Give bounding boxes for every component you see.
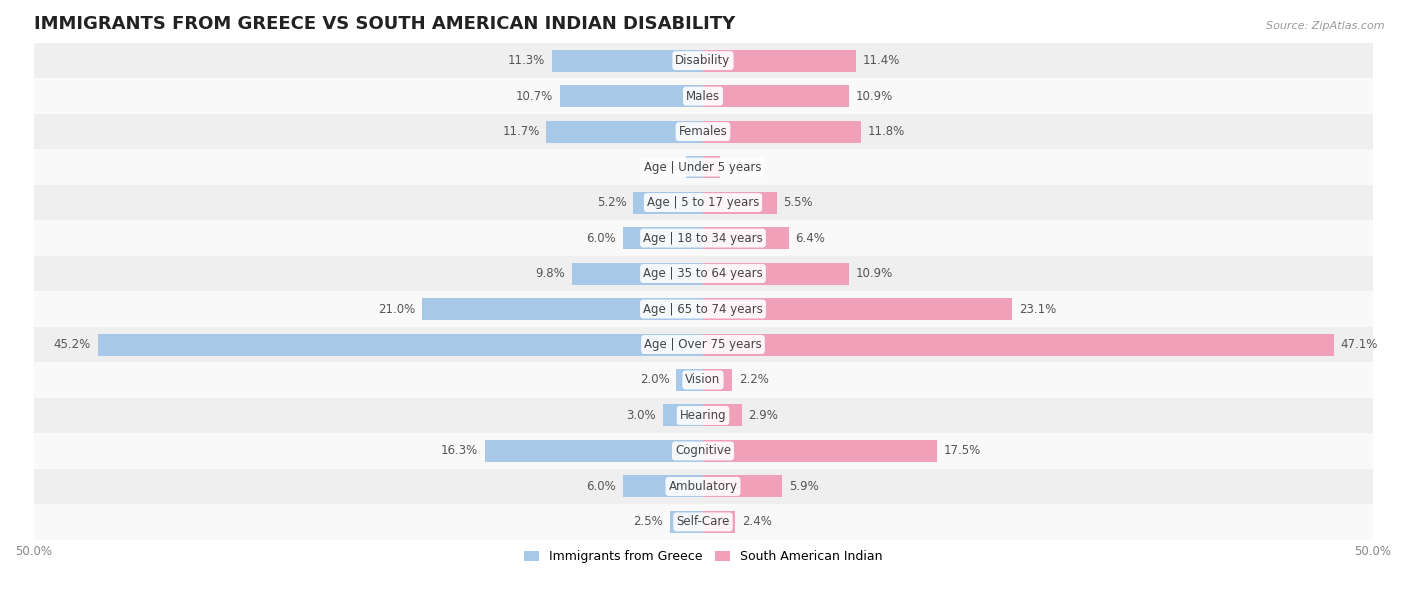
Bar — [623, 476, 703, 498]
Bar — [98, 334, 703, 356]
Bar — [34, 256, 1372, 291]
Text: 2.0%: 2.0% — [640, 373, 669, 387]
Bar — [34, 220, 1372, 256]
Bar — [34, 327, 1372, 362]
Bar — [703, 334, 1334, 356]
Bar — [703, 298, 1012, 320]
Text: 1.3%: 1.3% — [650, 160, 679, 174]
Bar — [34, 362, 1372, 398]
Text: 5.5%: 5.5% — [783, 196, 813, 209]
Text: 10.9%: 10.9% — [856, 89, 893, 103]
Text: 5.2%: 5.2% — [598, 196, 627, 209]
Text: 6.0%: 6.0% — [586, 480, 616, 493]
Bar — [547, 121, 703, 143]
Text: 16.3%: 16.3% — [441, 444, 478, 457]
Bar — [703, 192, 776, 214]
Bar — [686, 156, 703, 178]
Bar — [703, 156, 720, 178]
Bar — [34, 43, 1372, 78]
Bar — [703, 85, 849, 107]
Text: 11.4%: 11.4% — [862, 54, 900, 67]
Text: Vision: Vision — [685, 373, 721, 387]
Bar — [662, 405, 703, 427]
Text: 10.7%: 10.7% — [516, 89, 553, 103]
Bar — [485, 440, 703, 462]
Text: IMMIGRANTS FROM GREECE VS SOUTH AMERICAN INDIAN DISABILITY: IMMIGRANTS FROM GREECE VS SOUTH AMERICAN… — [34, 15, 735, 33]
Bar — [703, 50, 856, 72]
Text: Hearing: Hearing — [679, 409, 727, 422]
Text: 11.3%: 11.3% — [508, 54, 546, 67]
Bar — [34, 504, 1372, 540]
Bar — [633, 192, 703, 214]
Bar — [34, 185, 1372, 220]
Text: Cognitive: Cognitive — [675, 444, 731, 457]
Bar — [551, 50, 703, 72]
Text: Age | 5 to 17 years: Age | 5 to 17 years — [647, 196, 759, 209]
Text: 23.1%: 23.1% — [1019, 302, 1056, 316]
Bar — [703, 476, 782, 498]
Bar — [703, 440, 938, 462]
Text: 2.2%: 2.2% — [740, 373, 769, 387]
Text: 11.7%: 11.7% — [502, 125, 540, 138]
Text: 2.4%: 2.4% — [742, 515, 772, 528]
Bar — [703, 405, 742, 427]
Text: 3.0%: 3.0% — [627, 409, 657, 422]
Text: Age | 18 to 34 years: Age | 18 to 34 years — [643, 231, 763, 245]
Text: 21.0%: 21.0% — [378, 302, 415, 316]
Text: Self-Care: Self-Care — [676, 515, 730, 528]
Text: Ambulatory: Ambulatory — [668, 480, 738, 493]
Bar — [669, 511, 703, 533]
Bar — [703, 227, 789, 249]
Text: 2.9%: 2.9% — [748, 409, 779, 422]
Text: 17.5%: 17.5% — [943, 444, 981, 457]
Bar — [676, 369, 703, 391]
Bar — [703, 369, 733, 391]
Bar — [703, 263, 849, 285]
Bar — [34, 114, 1372, 149]
Bar — [34, 149, 1372, 185]
Text: Females: Females — [679, 125, 727, 138]
Text: Source: ZipAtlas.com: Source: ZipAtlas.com — [1267, 21, 1385, 31]
Text: 1.3%: 1.3% — [727, 160, 756, 174]
Text: Age | Under 5 years: Age | Under 5 years — [644, 160, 762, 174]
Bar — [34, 433, 1372, 469]
Bar — [703, 121, 860, 143]
Bar — [34, 398, 1372, 433]
Bar — [34, 78, 1372, 114]
Text: 6.0%: 6.0% — [586, 231, 616, 245]
Text: Age | 65 to 74 years: Age | 65 to 74 years — [643, 302, 763, 316]
Text: 10.9%: 10.9% — [856, 267, 893, 280]
Text: Age | 35 to 64 years: Age | 35 to 64 years — [643, 267, 763, 280]
Text: 45.2%: 45.2% — [53, 338, 91, 351]
Bar — [34, 291, 1372, 327]
Bar — [422, 298, 703, 320]
Bar — [560, 85, 703, 107]
Bar — [572, 263, 703, 285]
Text: Males: Males — [686, 89, 720, 103]
Bar — [34, 469, 1372, 504]
Text: Age | Over 75 years: Age | Over 75 years — [644, 338, 762, 351]
Text: Disability: Disability — [675, 54, 731, 67]
Text: 11.8%: 11.8% — [868, 125, 905, 138]
Text: 2.5%: 2.5% — [633, 515, 662, 528]
Text: 9.8%: 9.8% — [536, 267, 565, 280]
Legend: Immigrants from Greece, South American Indian: Immigrants from Greece, South American I… — [519, 545, 887, 568]
Text: 6.4%: 6.4% — [796, 231, 825, 245]
Bar — [703, 511, 735, 533]
Text: 5.9%: 5.9% — [789, 480, 818, 493]
Bar — [623, 227, 703, 249]
Text: 47.1%: 47.1% — [1340, 338, 1378, 351]
